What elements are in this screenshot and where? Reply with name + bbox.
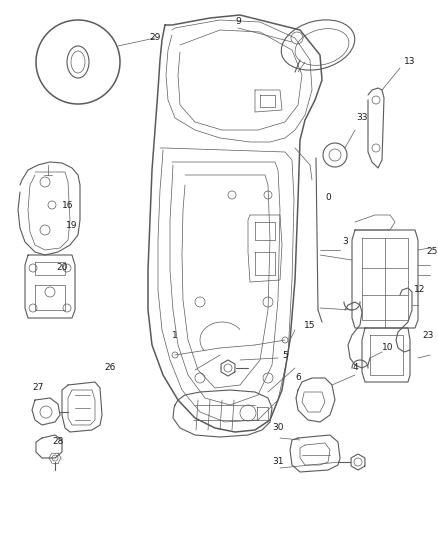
- Text: 3: 3: [342, 238, 348, 246]
- Text: 27: 27: [32, 384, 44, 392]
- Text: 29: 29: [149, 34, 161, 43]
- Text: 1: 1: [172, 330, 178, 340]
- Text: 31: 31: [272, 457, 284, 466]
- Text: 28: 28: [52, 438, 64, 447]
- Text: 15: 15: [304, 320, 316, 329]
- Text: 16: 16: [62, 200, 74, 209]
- Text: 4: 4: [352, 364, 358, 373]
- Text: 33: 33: [356, 114, 368, 123]
- Text: 0: 0: [325, 193, 331, 203]
- Text: 9: 9: [235, 18, 241, 27]
- Text: 23: 23: [422, 330, 434, 340]
- Text: 20: 20: [57, 263, 68, 272]
- Text: 25: 25: [426, 247, 438, 256]
- Text: 12: 12: [414, 286, 426, 295]
- Text: 13: 13: [404, 58, 416, 67]
- Text: 10: 10: [382, 343, 394, 352]
- Text: 19: 19: [66, 221, 78, 230]
- Text: 30: 30: [272, 424, 284, 432]
- Text: 5: 5: [282, 351, 288, 359]
- Text: 6: 6: [295, 374, 301, 383]
- Text: 26: 26: [104, 364, 116, 373]
